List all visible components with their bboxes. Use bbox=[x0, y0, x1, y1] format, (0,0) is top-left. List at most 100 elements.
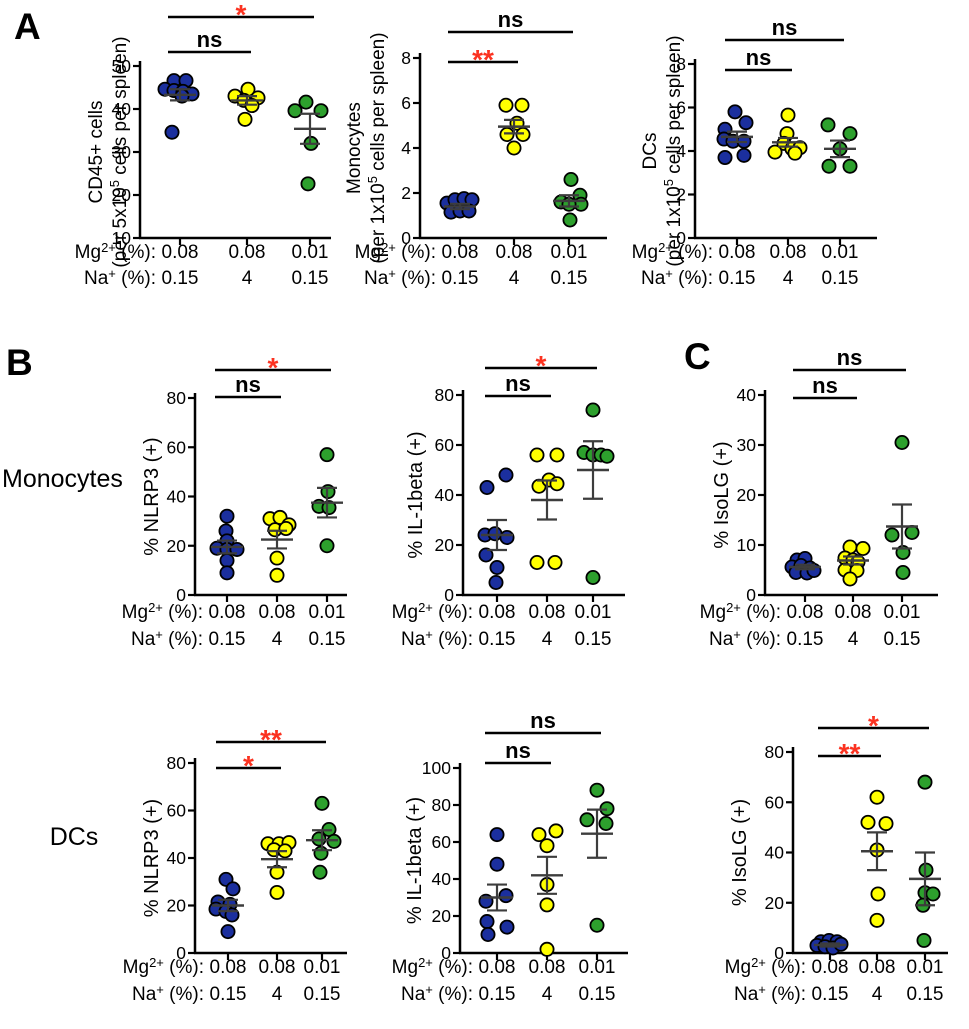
data-point bbox=[478, 547, 494, 563]
y-tick-label: 20 bbox=[167, 536, 187, 556]
chart-monocytes-count-svg: 8 6 4 2 0 Monocytes(per 1x105 cells per splee… bbox=[344, 7, 607, 289]
y-tick-label: 2 bbox=[401, 183, 411, 203]
data-point bbox=[549, 447, 565, 463]
y-tick-label: 20 bbox=[167, 896, 187, 916]
mg-row-value: 0.08 bbox=[787, 602, 824, 623]
data-point bbox=[499, 529, 515, 545]
data-point bbox=[164, 124, 180, 140]
data-point bbox=[780, 107, 796, 123]
y-tick-label: 20 bbox=[112, 185, 132, 205]
y-tick-label: 4 bbox=[676, 141, 686, 161]
data-point bbox=[539, 897, 555, 913]
data-point bbox=[925, 886, 941, 902]
y-axis-label: % IL-1beta (+) bbox=[404, 797, 426, 924]
na-row-value: 4 bbox=[272, 984, 283, 1005]
data-point bbox=[598, 816, 614, 832]
y-tick-label: 40 bbox=[765, 843, 785, 863]
y-axis-label: (per 5x105 cells per spleen) bbox=[107, 36, 131, 267]
y-tick-label: 40 bbox=[435, 485, 455, 505]
na-row-value: 0.15 bbox=[479, 629, 516, 650]
data-point bbox=[498, 97, 514, 113]
data-point bbox=[498, 888, 514, 904]
chart-monocytes-isolg: 40 30 20 10 0 % IsoLG (+) ns ns Mg2+ (%): 0.08 0.0… bbox=[698, 338, 958, 673]
y-tick-label: 0 bbox=[676, 228, 686, 248]
data-point bbox=[870, 886, 886, 902]
data-point bbox=[562, 212, 578, 228]
data-point bbox=[269, 884, 285, 900]
sig-ns-label: ns bbox=[772, 15, 798, 40]
data-point bbox=[479, 914, 495, 930]
data-point bbox=[842, 571, 858, 587]
data-point bbox=[717, 150, 733, 166]
mg-row-value: 0.01 bbox=[551, 242, 588, 263]
mg-row-value: 0.08 bbox=[210, 957, 247, 978]
data-point bbox=[499, 127, 515, 143]
data-point bbox=[869, 789, 885, 805]
panel-label-c: C bbox=[684, 336, 711, 377]
y-axis-label: % IsoLG (+) bbox=[711, 441, 733, 548]
chart-cd45-cells: 50 40 30 20 10 CD45+ cells (per 5x105 cells pe… bbox=[70, 0, 338, 303]
na-row-value: 4 bbox=[542, 629, 553, 650]
y-tick-label: 60 bbox=[765, 792, 785, 812]
sig-ns-label: ns bbox=[812, 373, 838, 398]
chart-cd45-cells-svg: 50 40 30 20 10 CD45+ cells(per 5x105 cells pe… bbox=[75, 0, 331, 289]
data-point bbox=[894, 435, 910, 451]
mg-row-value: 0.08 bbox=[770, 242, 807, 263]
y-tick-label: 30 bbox=[112, 142, 132, 162]
data-point bbox=[869, 912, 885, 928]
data-point bbox=[313, 103, 329, 119]
y-axis-label: % IsoLG (+) bbox=[729, 799, 751, 906]
data-point bbox=[489, 827, 505, 843]
sig-asterisk-label: * bbox=[536, 350, 547, 381]
na-row-prefix: Na+ (%): bbox=[401, 627, 473, 650]
mg-row-value: 0.01 bbox=[884, 602, 921, 623]
na-row-value: 0.15 bbox=[551, 268, 588, 289]
na-row-prefix: Na+ (%): bbox=[709, 627, 781, 650]
mg-row-value: 0.01 bbox=[304, 957, 341, 978]
y-tick-label: 20 bbox=[765, 893, 785, 913]
y-tick-label: 100 bbox=[422, 758, 451, 778]
panel-label-b: B bbox=[6, 342, 33, 383]
sig-asterisk-label: * bbox=[868, 710, 879, 741]
y-tick-label: 0 bbox=[444, 585, 454, 605]
y-tick-label: 8 bbox=[676, 54, 686, 74]
chart-dcs-nlrp3-svg: 80 60 40 20 0 % NLRP3 (+) *** Mg2+ (%): 0.08 0.08… bbox=[123, 724, 347, 1005]
data-point bbox=[855, 540, 871, 556]
mg-row-value: 0.08 bbox=[259, 602, 296, 623]
data-point bbox=[599, 448, 615, 464]
y-tick-label: 0 bbox=[176, 585, 186, 605]
na-row-prefix: Na+ (%): bbox=[132, 982, 204, 1005]
mg-row-prefix: Mg2+ (%): bbox=[393, 600, 473, 623]
na-row-value: 0.15 bbox=[210, 984, 247, 1005]
mg-row-value: 0.08 bbox=[496, 242, 533, 263]
mg-row-value: 0.01 bbox=[579, 957, 616, 978]
mg-row-value: 0.08 bbox=[529, 602, 566, 623]
data-point bbox=[917, 774, 933, 790]
na-row-value: 4 bbox=[542, 984, 553, 1005]
data-point bbox=[489, 559, 505, 575]
mg-row-value: 0.08 bbox=[812, 957, 849, 978]
data-point bbox=[904, 524, 920, 540]
y-tick-label: 20 bbox=[435, 535, 455, 555]
sig-asterisk-label: ** bbox=[472, 44, 494, 75]
data-point bbox=[278, 521, 294, 537]
y-tick-label: 0 bbox=[746, 585, 756, 605]
data-point bbox=[488, 574, 504, 590]
data-point bbox=[585, 402, 601, 418]
data-point bbox=[499, 919, 515, 935]
y-tick-label: 6 bbox=[676, 98, 686, 118]
data-point bbox=[514, 97, 530, 113]
sig-ns-label: ns bbox=[498, 7, 524, 32]
na-row-value: 4 bbox=[242, 268, 253, 289]
na-row-prefix: Na+ (%): bbox=[734, 982, 806, 1005]
y-tick-label: 6 bbox=[401, 93, 411, 113]
na-row-value: 0.15 bbox=[822, 268, 859, 289]
na-row-value: 0.15 bbox=[575, 629, 612, 650]
na-row-value: 0.15 bbox=[162, 268, 199, 289]
na-row-prefix: Na+ (%): bbox=[401, 982, 473, 1005]
y-tick-label: 0 bbox=[176, 943, 186, 963]
y-tick-label: 20 bbox=[737, 485, 757, 505]
data-point bbox=[498, 467, 514, 483]
na-row-value: 0.15 bbox=[479, 984, 516, 1005]
data-point bbox=[884, 527, 900, 543]
